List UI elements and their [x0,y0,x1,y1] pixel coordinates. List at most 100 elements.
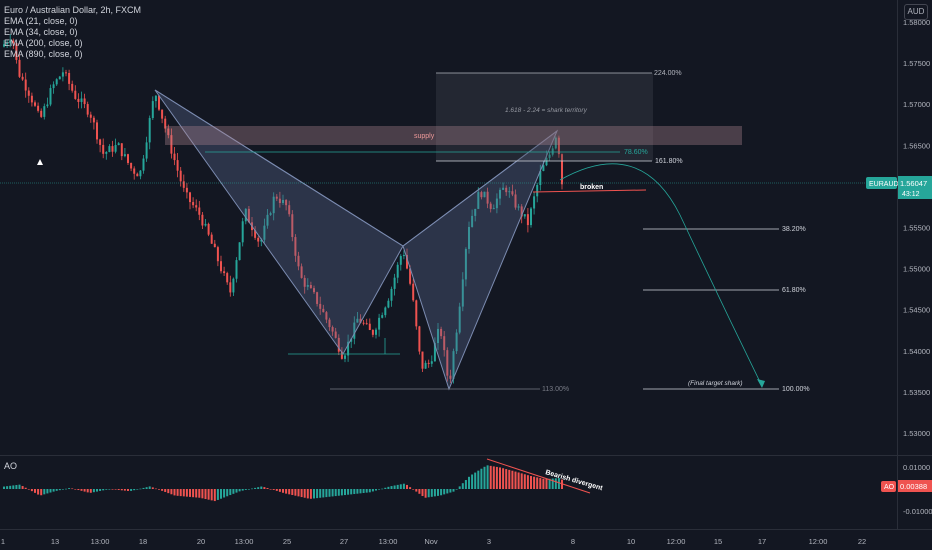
ao-bar [108,489,111,490]
candle-body [120,143,123,157]
ao-bar [455,489,458,490]
time-tick-label: 8 [571,537,575,546]
price-tick-label: 1.57500 [903,59,930,68]
ao-bar [189,489,191,497]
candle-body [216,247,219,262]
ao-bar [24,487,27,489]
candle-body [123,154,126,157]
ao-bar [71,488,74,490]
candle-body [37,105,40,111]
candle-body [192,202,195,206]
ao-bar [297,489,300,497]
ao-bar [288,489,291,495]
time-tick-label: 15 [714,537,722,546]
ao-bar [402,483,405,489]
ao-bar [359,489,362,494]
ao-bar [92,489,95,493]
ao-bar [375,489,377,491]
candle-body [480,192,483,198]
ao-bar [554,478,557,489]
indicator-ema-34[interactable]: EMA (34, close, 0) [4,27,78,37]
shark-pattern [154,89,559,391]
ao-bar [399,484,402,489]
ao-bar [74,489,77,490]
shark-territory-label: 1.618 - 2.24 = shark territory [505,107,588,114]
ao-bar [6,486,9,489]
time-tick-label: 3 [487,537,491,546]
candle-body [368,323,371,330]
fib-label-224: 224.00% [654,70,682,77]
ao-bar [77,489,80,491]
price-tick-label: 1.56500 [903,141,930,150]
ao-bar [52,489,55,492]
candle-body [486,191,489,204]
ao-pane-label[interactable]: AO [4,461,18,471]
ao-bar [58,489,61,491]
ao-bar [551,478,554,489]
ao-bar [46,489,49,494]
candle-body [443,336,446,351]
price-tick-label: 1.53500 [903,388,930,397]
currency-button[interactable]: AUD [904,4,928,20]
ao-bar [216,489,219,500]
candle-body [111,146,114,152]
time-axis[interactable]: 1 13 13:00 18 20 13:00 25 27 13:00 Nov 3 8 10 12:00 15… [1,537,866,546]
ao-bar [530,476,532,489]
ao-bar [344,489,346,496]
time-tick-label: 13:00 [379,537,398,546]
ao-bar [499,467,501,489]
candle-body [297,255,300,267]
candle-body [551,148,554,155]
candle-body [83,98,86,105]
price-tick-label: 1.57000 [903,100,930,109]
ao-bar [511,470,514,489]
ao-bar [542,478,545,489]
ao-bar [201,489,204,499]
ao-bar [480,468,483,489]
indicator-ema-21[interactable]: EMA (21, close, 0) [4,16,78,26]
indicator-ema-890[interactable]: EMA (890, close, 0) [4,49,83,59]
candle-body [58,76,61,80]
ao-bar [557,478,560,489]
candle-body [464,248,467,280]
ao-bar [164,489,167,492]
candle-body [142,158,145,171]
ao-bar [381,488,384,490]
candle-body [9,40,12,43]
candle-body [151,101,154,119]
candle-body [334,331,337,338]
candle-body [468,226,470,249]
candle-body [294,237,297,256]
candle-body [40,110,43,117]
candle-body [158,95,160,110]
candle-body [148,118,151,143]
candle-body [508,191,511,193]
candle-body [189,192,191,203]
candle-body [99,139,102,145]
candle-body [337,337,340,352]
ao-bar [437,489,439,496]
candle-body [402,254,405,257]
candle-body [6,42,9,45]
ao-bar [340,489,343,496]
ao-bar [241,489,244,491]
ao-bar [145,487,148,489]
ao-bar [285,489,288,494]
time-tick-label: 18 [139,537,147,546]
candle-body [154,95,157,102]
ao-bar [114,489,117,490]
candle-body [412,283,415,301]
ao-bar [136,489,139,490]
ao-bar [291,489,294,496]
candle-body [220,261,222,272]
time-tick-label: 13 [51,537,59,546]
symbol-title[interactable]: Euro / Australian Dollar, 2h, FXCM [4,5,142,15]
candle-body [223,271,226,274]
ao-bar [229,489,232,496]
ao-bar [18,484,21,489]
candle-body [316,292,319,304]
candle-body [449,375,452,379]
indicator-ema-200[interactable]: EMA (200, close, 0) [4,38,83,48]
price-axis[interactable]: 1.580001.575001.570001.565001.560001.555… [903,18,930,438]
